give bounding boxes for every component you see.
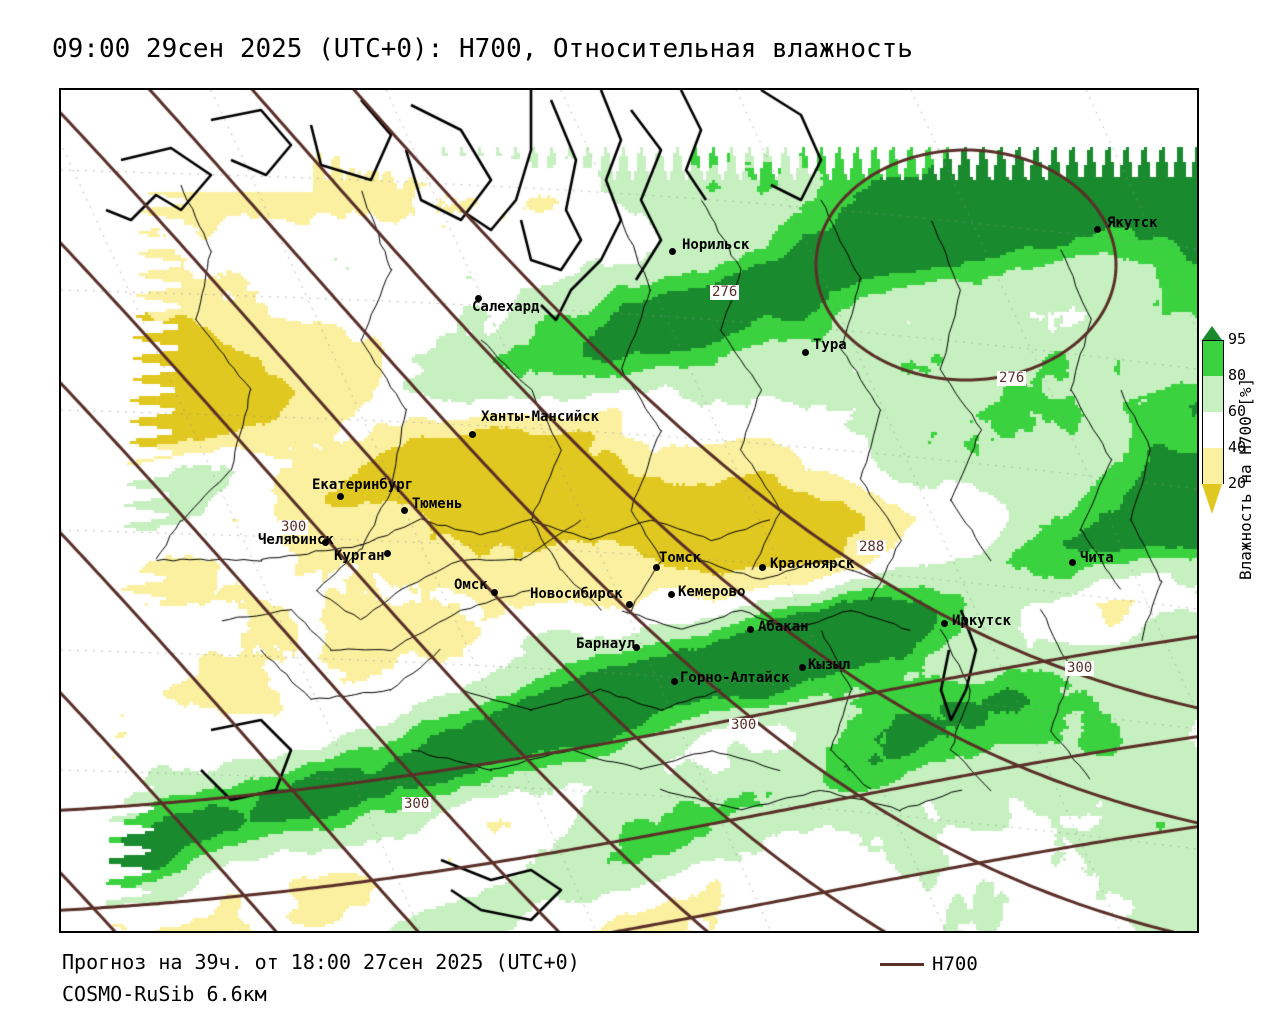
city-label: Кемерово [678, 584, 746, 600]
city-marker [469, 431, 476, 438]
city-marker [802, 349, 809, 356]
city-marker [475, 295, 482, 302]
city-marker [1094, 226, 1101, 233]
legend-label: H700 [932, 953, 978, 975]
city-label: Омск [454, 577, 488, 593]
city-label: Иркутск [952, 613, 1012, 629]
colorbar-band-40-60 [1202, 412, 1224, 448]
contour-label: 288 [857, 539, 887, 555]
city-label: Чита [1080, 550, 1114, 566]
contour-label: 300 [279, 519, 309, 535]
city-marker [322, 539, 329, 546]
city-marker [747, 626, 754, 633]
contour-label: 276 [997, 370, 1027, 386]
city-label: Новосибирск [530, 586, 623, 602]
contour-label: 276 [710, 284, 740, 300]
city-label: Красноярск [770, 556, 855, 572]
city-marker [337, 493, 344, 500]
city-marker [401, 507, 408, 514]
page-title: 09:00 29сен 2025 (UTC+0): H700, Относите… [52, 34, 913, 64]
contour-legend: H700 [880, 952, 978, 976]
city-label: Томск [659, 550, 702, 566]
city-label: Салехард [472, 299, 540, 315]
city-marker [941, 620, 948, 627]
city-marker [491, 589, 498, 596]
contour-label: 300 [729, 717, 759, 733]
forecast-info: Прогноз на 39ч. от 18:00 27сен 2025 (UTC… [62, 950, 580, 974]
city-marker [759, 564, 766, 571]
colorbar-axis-label: Влажность на H700 [%] [1236, 377, 1255, 580]
model-info: COSMO-RuSib 6.6км [62, 982, 267, 1006]
city-marker [671, 678, 678, 685]
h700-line-icon [880, 962, 924, 966]
humidity-field-canvas [61, 90, 1197, 931]
city-label: Якутск [1107, 215, 1158, 231]
city-label: Абакан [758, 619, 809, 635]
colorbar-tick-80: 80 [1228, 366, 1247, 384]
city-label: Норильск [682, 237, 750, 253]
city-marker [653, 564, 660, 571]
colorbar-tick-20: 20 [1228, 474, 1247, 492]
city-label: Кызыл [808, 657, 851, 673]
colorbar-band-below-20 [1202, 484, 1222, 514]
colorbar-band-20-40 [1202, 448, 1224, 484]
city-marker [1069, 559, 1076, 566]
colorbar-tick-95: 95 [1228, 330, 1247, 348]
city-label: Челябинск [258, 532, 334, 548]
city-label: Горно-Алтайск [680, 670, 790, 686]
city-label: Тура [813, 337, 847, 353]
contour-label: 300 [402, 796, 432, 812]
colorbar-band-80-95 [1202, 340, 1224, 377]
city-marker [626, 601, 633, 608]
city-label: Екатеринбург [312, 477, 414, 493]
colorbar-tick-40: 40 [1228, 438, 1247, 456]
colorbar-tick-60: 60 [1228, 402, 1247, 420]
city-label: Тюмень [412, 496, 463, 512]
colorbar-band-above-95 [1202, 326, 1222, 340]
city-marker [669, 248, 676, 255]
city-marker [384, 550, 391, 557]
city-marker [633, 644, 640, 651]
city-marker [799, 664, 806, 671]
city-label: Барнаул [576, 636, 636, 652]
contour-label: 300 [1065, 660, 1095, 676]
colorbar-band-60-80 [1202, 376, 1224, 412]
city-marker [668, 591, 675, 598]
weather-map[interactable]: Норильск Якутск Салехард Тура Ханты-Мансийск… [59, 88, 1199, 933]
colorbar: 95 80 60 40 20 [1202, 326, 1246, 522]
city-label: Ханты-Мансийск [481, 409, 600, 425]
city-label: Курган [334, 548, 385, 564]
